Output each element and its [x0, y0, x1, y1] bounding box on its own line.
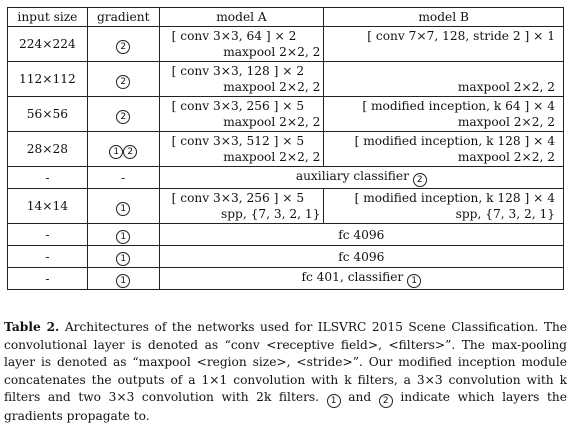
model-b-line: maxpool 2×2, 2: [457, 115, 555, 129]
spanning-layer-cell: auxiliary classifier 2: [158, 166, 565, 189]
model-b-line: maxpool 2×2, 2: [457, 80, 555, 94]
circled-number-icon: 1: [116, 252, 131, 266]
table-caption: Table 2. Architectures of the networks u…: [4, 319, 567, 426]
table-body: 224×224 2 [ conv 3×3, 64 ] × 2 maxpool 2×2,…: [7, 26, 565, 290]
spanning-layer-cell: fc 4096: [158, 245, 565, 268]
table-row: 28×28 1 2[ conv 3×3, 512 ] × 5 maxpool 2×2,…: [7, 131, 564, 167]
circled-number-icon: 2: [412, 173, 427, 187]
model-a-cell: [ conv 3×3, 256 ] × 5 spp, {7, 3, 2, 1}: [158, 188, 325, 224]
table-row: 14×14 1 [ conv 3×3, 256 ] × 5 spp, {7, 3, 2…: [7, 188, 564, 224]
gradient-cell: 2: [86, 61, 160, 97]
circled-number-icon: 2: [378, 394, 393, 408]
model-b-line: spp, {7, 3, 2, 1}: [455, 207, 555, 221]
model-b-line: [327, 63, 555, 79]
header-gradient: gradient: [86, 7, 160, 27]
architecture-table: input size gradient model A model B 224×…: [7, 7, 565, 290]
model-a-line: maxpool 2×2, 2: [223, 80, 321, 94]
model-a-line: [ conv 3×3, 512 ] × 5: [171, 134, 305, 148]
input-size-cell: 56×56: [7, 96, 88, 132]
model-b-cell: [ modified inception, k 128 ] × 4 spp, {7…: [323, 188, 564, 224]
model-a-line: maxpool 2×2, 2: [223, 150, 321, 164]
circled-number-icon: 2: [116, 109, 131, 124]
circled-number-icon: 2: [123, 144, 138, 159]
header-model-b: model B: [323, 7, 564, 27]
header-input-size: input size: [7, 7, 88, 27]
model-a-line: maxpool 2×2, 2: [223, 115, 321, 129]
table-row: 112×112 2 [ conv 3×3, 128 ] × 2 maxpool 2×2…: [7, 61, 564, 97]
layer-label: auxiliary classifier: [295, 169, 409, 183]
table-row: -1 fc 401, classifier 1: [7, 267, 565, 290]
gradient-cell: 2: [86, 26, 160, 62]
model-b-cell: [ modified inception, k 128 ] × 4 maxpool…: [323, 131, 564, 167]
gradient-cell: 1: [86, 188, 160, 224]
model-a-line: [ conv 3×3, 256 ] × 5: [171, 99, 305, 113]
spanning-layer-cell: fc 401, classifier 1: [158, 267, 565, 290]
caption-text-1: Architectures of the networks used for I…: [4, 320, 568, 404]
model-b-line: [ modified inception, k 128 ] × 4: [354, 134, 555, 148]
model-b-line: [ modified inception, k 64 ] × 4: [362, 99, 555, 113]
model-b-cell: [ modified inception, k 64 ] × 4 maxpool …: [323, 96, 564, 132]
circled-number-icon: 1: [109, 144, 124, 159]
circled-number-icon: 1: [116, 274, 131, 288]
model-b-line: [ conv 7×7, 128, stride 2 ] × 1: [367, 29, 555, 43]
circled-number-icon: 1: [116, 201, 131, 216]
model-a-line: [ conv 3×3, 128 ] × 2: [171, 64, 305, 78]
gradient-cell: 2: [86, 96, 160, 132]
table-row: 224×224 2 [ conv 3×3, 64 ] × 2 maxpool 2×2,…: [7, 26, 564, 62]
input-size-cell: -: [7, 223, 88, 246]
gradient-cell: 1: [86, 223, 160, 246]
caption-label: Table 2.: [4, 320, 60, 334]
model-a-line: [ conv 3×3, 64 ] × 2: [171, 29, 297, 43]
caption-text-3: indicate which layers the gradients prop…: [4, 390, 567, 423]
input-size-cell: 224×224: [7, 26, 88, 62]
model-b-line: maxpool 2×2, 2: [457, 150, 555, 164]
header-row: input size gradient model A model B: [7, 7, 564, 27]
input-size-cell: 112×112: [7, 61, 88, 97]
circled-number-icon: 1: [116, 230, 131, 244]
table-row: 56×56 2 [ conv 3×3, 256 ] × 5 maxpool 2×2, …: [7, 96, 564, 132]
layer-label: fc 401, classifier: [301, 270, 404, 284]
circled-number-icon: 2: [116, 74, 131, 89]
circled-number-icon: 1: [407, 274, 422, 288]
header-model-a: model A: [158, 7, 325, 27]
input-size-cell: -: [7, 245, 88, 268]
circled-number-icon: 2: [116, 39, 131, 54]
input-size-cell: -: [7, 267, 88, 290]
gradient-cell: 1: [86, 267, 160, 290]
layer-label: fc 4096: [338, 227, 385, 242]
spanning-layer-cell: fc 4096: [158, 223, 565, 246]
circled-number-icon: 1: [326, 394, 341, 408]
table-row: - - auxiliary classifier 2: [7, 166, 565, 189]
model-a-cell: [ conv 3×3, 512 ] × 5 maxpool 2×2, 2: [158, 131, 325, 167]
input-size-cell: -: [7, 166, 88, 189]
caption-text-2: and: [340, 390, 379, 404]
model-b-cell: [ conv 7×7, 128, stride 2 ] × 1: [323, 26, 564, 62]
model-b-cell: maxpool 2×2, 2: [323, 61, 564, 97]
input-size-cell: 28×28: [7, 131, 88, 167]
input-size-cell: 14×14: [7, 188, 88, 224]
table-row: - 1 fc 4096: [7, 245, 565, 268]
model-a-cell: [ conv 3×3, 64 ] × 2 maxpool 2×2, 2: [158, 26, 325, 62]
layer-label: fc 4096: [338, 249, 385, 264]
model-a-line: [ conv 3×3, 256 ] × 5: [171, 191, 305, 205]
model-a-cell: [ conv 3×3, 128 ] × 2 maxpool 2×2, 2: [158, 61, 325, 97]
table-row: - 1 fc 4096: [7, 223, 565, 246]
model-b-line: [ modified inception, k 128 ] × 4: [354, 191, 555, 205]
model-a-line: maxpool 2×2, 2: [223, 45, 321, 59]
model-a-line: spp, {7, 3, 2, 1}: [221, 207, 321, 221]
gradient-cell: -: [86, 166, 160, 189]
gradient-cell: 1: [86, 245, 160, 268]
model-b-line: [327, 44, 555, 60]
model-a-cell: [ conv 3×3, 256 ] × 5 maxpool 2×2, 2: [158, 96, 325, 132]
